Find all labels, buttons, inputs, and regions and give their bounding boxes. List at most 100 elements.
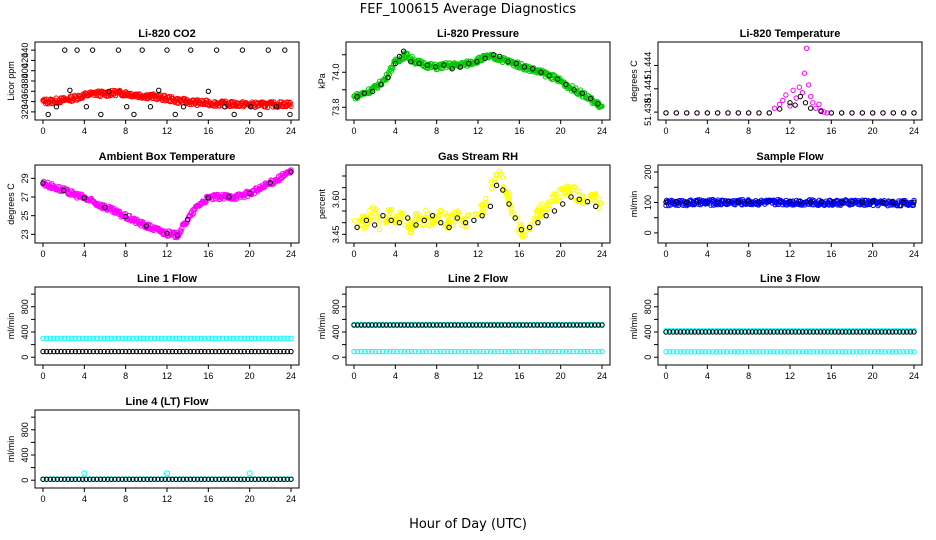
data-point	[430, 348, 436, 355]
data-point	[237, 348, 244, 355]
data-point	[410, 222, 416, 228]
data-point	[380, 212, 386, 219]
data-point	[245, 476, 251, 482]
data-point	[911, 199, 917, 205]
panel-4: Gas Stream RH 0 4 8 12 16 20 24 3.45 3.60 percent	[317, 151, 611, 259]
data-point	[372, 322, 379, 328]
data-point	[896, 329, 903, 335]
data-point	[766, 110, 773, 116]
data-point	[155, 476, 161, 482]
data-point	[216, 348, 222, 355]
data-point	[43, 476, 50, 482]
y-tick-label: 320	[20, 104, 30, 119]
data-point	[576, 188, 582, 195]
data-point	[223, 335, 230, 341]
x-tick-label: 4	[393, 126, 398, 136]
data-point	[694, 199, 700, 205]
x-tick-label: 12	[785, 249, 795, 259]
data-point	[803, 45, 810, 52]
data-point	[451, 322, 458, 328]
data-point	[684, 349, 691, 355]
y-tick-label: 73.8	[331, 98, 341, 116]
data-point	[176, 335, 183, 341]
data-point	[97, 476, 104, 482]
data-point	[237, 335, 244, 341]
data-point	[67, 87, 73, 93]
data-point	[40, 476, 46, 482]
data-point	[277, 348, 283, 355]
data-point	[595, 322, 602, 328]
data-point	[385, 74, 391, 81]
data-point	[534, 212, 540, 218]
data-point	[281, 348, 287, 355]
data-point	[886, 329, 892, 335]
y-tick-label: 420	[20, 53, 30, 68]
x-tick-label: 8	[123, 126, 128, 136]
data-point	[106, 88, 112, 94]
x-tick-label: 0	[40, 249, 45, 259]
data-point	[241, 476, 247, 482]
data-point	[202, 335, 208, 341]
y-axis-label: ml/min	[6, 436, 16, 463]
x-tick-label: 16	[203, 126, 213, 136]
data-point	[742, 349, 748, 355]
data-point	[735, 110, 742, 116]
data-point	[479, 212, 485, 219]
data-point	[455, 348, 461, 355]
data-point	[205, 476, 212, 482]
data-point	[882, 349, 888, 355]
data-point	[97, 348, 104, 355]
data-point	[130, 348, 136, 355]
x-tick-label: 20	[556, 249, 566, 259]
data-point	[74, 47, 80, 53]
data-point	[554, 76, 561, 82]
data-point	[756, 329, 763, 335]
data-point	[277, 476, 283, 482]
data-point	[904, 329, 910, 335]
data-point	[663, 349, 669, 355]
data-point	[745, 349, 752, 355]
data-point	[545, 322, 551, 328]
y-tick-label: 0	[643, 355, 653, 360]
data-point	[490, 52, 497, 58]
y-tick-label: 800	[331, 299, 341, 314]
data-point	[871, 329, 878, 335]
data-point	[509, 348, 515, 355]
data-point	[574, 188, 580, 194]
x-tick-label: 0	[40, 371, 45, 381]
data-point	[133, 335, 140, 341]
data-point	[527, 348, 533, 355]
data-point	[433, 322, 440, 328]
x-tick-label: 20	[556, 126, 566, 136]
data-point	[47, 476, 53, 482]
data-point	[405, 348, 411, 355]
data-point	[166, 476, 172, 482]
data-point	[469, 348, 476, 355]
data-point	[776, 198, 783, 205]
x-tick-label: 4	[82, 494, 87, 504]
data-point	[810, 349, 817, 355]
data-point	[781, 349, 788, 355]
data-point	[480, 322, 487, 328]
data-point	[869, 110, 876, 116]
data-point	[568, 194, 574, 200]
panel-title: Li-820 Pressure	[437, 28, 519, 40]
data-point	[430, 322, 436, 328]
data-point	[259, 335, 265, 341]
data-point	[72, 476, 79, 482]
data-point	[126, 476, 132, 482]
data-point	[684, 329, 691, 335]
x-tick-label: 0	[663, 249, 668, 259]
y-tick-label: 27	[20, 192, 30, 202]
data-point	[180, 335, 186, 341]
data-point	[222, 104, 228, 110]
panel-title: Line 4 (LT) Flow	[126, 396, 209, 408]
data-point	[727, 349, 734, 355]
data-point	[245, 335, 251, 341]
data-point	[263, 348, 269, 355]
y-axis-label: percent	[317, 188, 327, 219]
data-point	[592, 322, 598, 328]
data-point	[508, 211, 515, 217]
data-point	[471, 217, 477, 224]
data-point	[383, 348, 390, 355]
